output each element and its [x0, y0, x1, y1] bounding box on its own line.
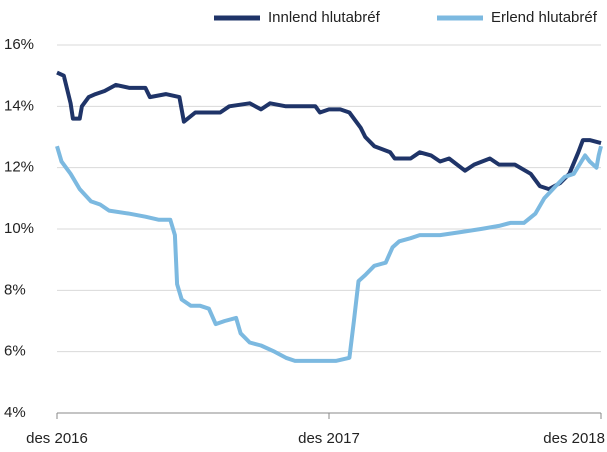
- x-tick-label: des 2018: [543, 430, 605, 447]
- series-line: [56, 70, 602, 192]
- legend-label: Erlend hlutabréf: [491, 9, 598, 26]
- y-tick-label: 8%: [4, 281, 26, 298]
- y-tick-label: 4%: [4, 404, 26, 421]
- legend-label: Innlend hlutabréf: [268, 9, 381, 26]
- x-tick-label: des 2016: [26, 430, 88, 447]
- series-line: [55, 145, 603, 363]
- y-tick-label: 12%: [4, 159, 34, 176]
- x-tick-label: des 2017: [298, 430, 360, 447]
- y-tick-label: 6%: [4, 343, 26, 360]
- y-tick-label: 10%: [4, 220, 34, 237]
- y-tick-label: 14%: [4, 97, 34, 114]
- y-tick-label: 16%: [4, 36, 34, 53]
